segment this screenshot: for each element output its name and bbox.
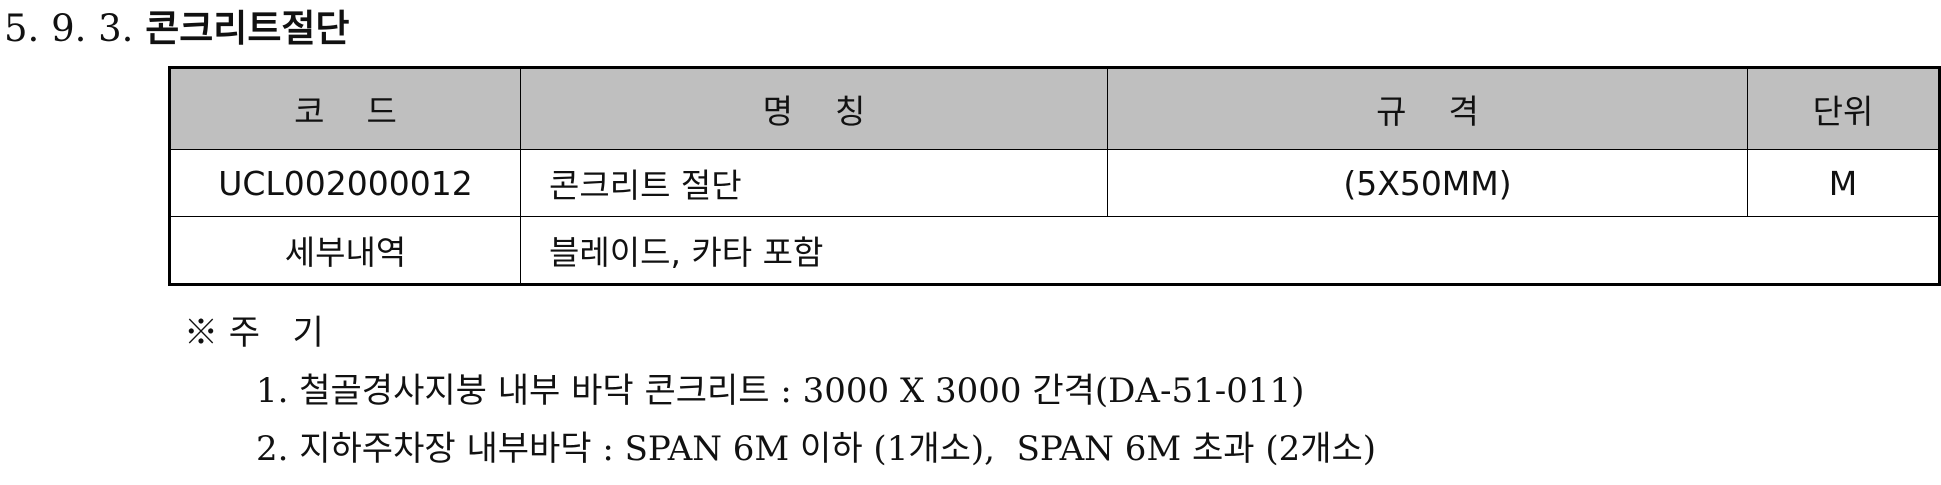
note-item-2: 2. 지하주차장 내부바닥 : SPAN 6M 이하 (1개소), SPAN 6… bbox=[256, 429, 1377, 469]
table-row: UCL002000012 콘크리트 절단 (5X50MM) M bbox=[169, 149, 1940, 217]
cell-detail-value: 블레이드, 카타 포함 bbox=[520, 216, 1940, 285]
notes: ※ 주 기 1. 철골경사지붕 내부 바닥 콘크리트 : 3000 X 3000… bbox=[184, 304, 1376, 478]
cell-unit: M bbox=[1747, 149, 1940, 217]
table-row-detail: 세부내역 블레이드, 카타 포함 bbox=[169, 216, 1940, 285]
cell-code: UCL002000012 bbox=[169, 149, 521, 217]
table-header-row: 코 드 명 칭 규 격 단위 bbox=[169, 67, 1940, 150]
cell-spec: (5X50MM) bbox=[1107, 149, 1748, 217]
section-number: 5. 9. 3. bbox=[4, 7, 134, 50]
section-name: 콘크리트절단 bbox=[145, 6, 350, 50]
section-title: 5. 9. 3. 콘크리트절단 bbox=[4, 4, 349, 52]
spec-table: 코 드 명 칭 규 격 단위 UCL002000012 콘크리트 절단 (5X5… bbox=[168, 66, 1941, 286]
header-spec: 규 격 bbox=[1107, 67, 1748, 150]
header-unit: 단위 bbox=[1747, 67, 1940, 150]
header-name: 명 칭 bbox=[520, 67, 1108, 150]
cell-name: 콘크리트 절단 bbox=[520, 149, 1108, 217]
header-code: 코 드 bbox=[169, 67, 521, 150]
note-item-1: 1. 철골경사지붕 내부 바닥 콘크리트 : 3000 X 3000 간격(DA… bbox=[256, 371, 1305, 411]
cell-detail-label: 세부내역 bbox=[169, 216, 521, 285]
notes-heading: ※ 주 기 bbox=[184, 313, 324, 353]
